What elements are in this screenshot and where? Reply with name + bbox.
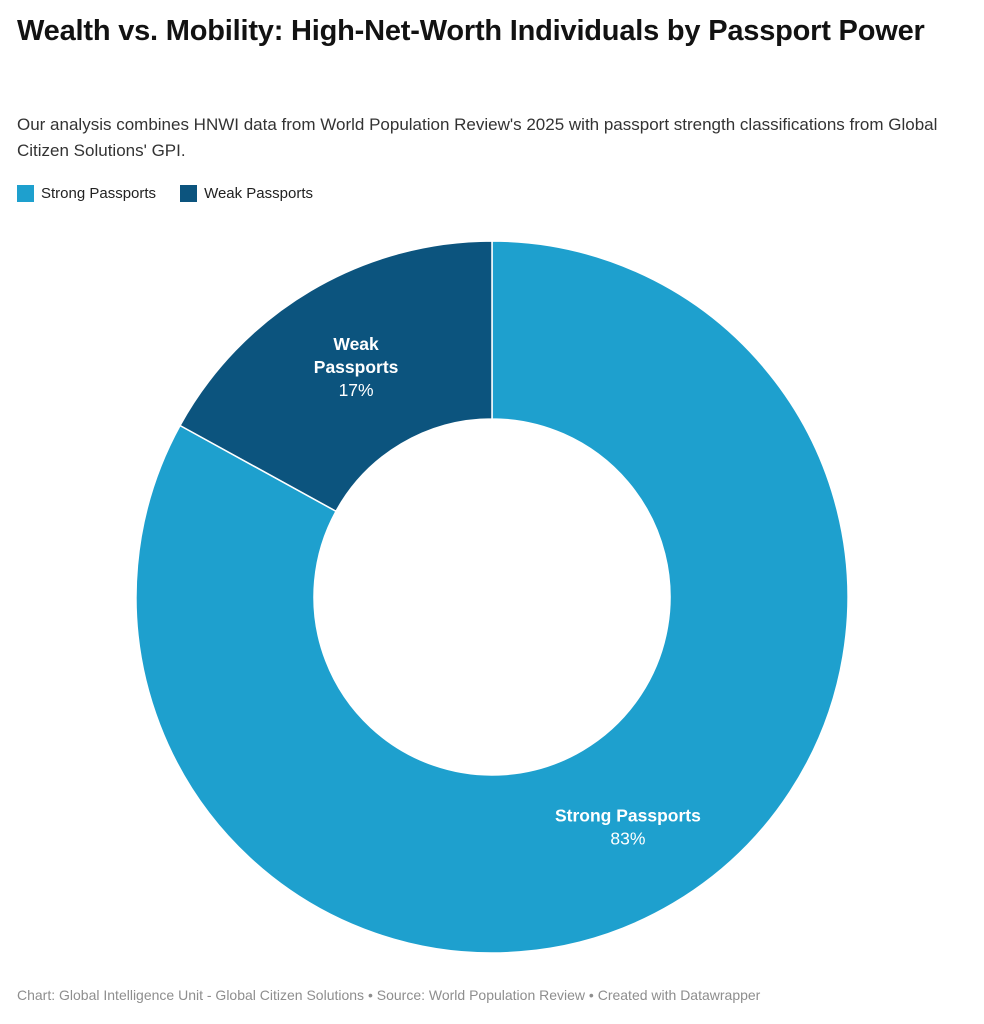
slice-label-strong-passports: Strong Passports 83%: [555, 805, 701, 848]
chart-subtitle: Our analysis combines HNWI data from Wor…: [17, 115, 938, 160]
chart-footer-attribution: Chart: Global Intelligence Unit - Global…: [17, 987, 761, 1003]
legend-label: Weak Passports: [204, 185, 313, 202]
legend-swatch-strong-passports: [17, 185, 34, 202]
legend-label: Strong Passports: [41, 185, 157, 202]
pie-slice-weak-passports[interactable]: [179, 240, 493, 512]
slice-label-weak-passports: Weak Passports 17%: [314, 334, 399, 400]
legend-item-weak-passports: Weak Passports: [180, 185, 313, 202]
chart-title: Wealth vs. Mobility: High-Net-Worth Indi…: [17, 15, 925, 47]
chart-legend: Strong Passports Weak Passports: [17, 185, 313, 202]
legend-swatch-weak-passports: [180, 185, 198, 202]
pie-slice-strong-passports[interactable]: [135, 240, 849, 954]
legend-item-strong-passports: Strong Passports: [17, 185, 156, 202]
donut-chart: Strong Passports 83% Weak Passports 17%: [135, 240, 849, 954]
